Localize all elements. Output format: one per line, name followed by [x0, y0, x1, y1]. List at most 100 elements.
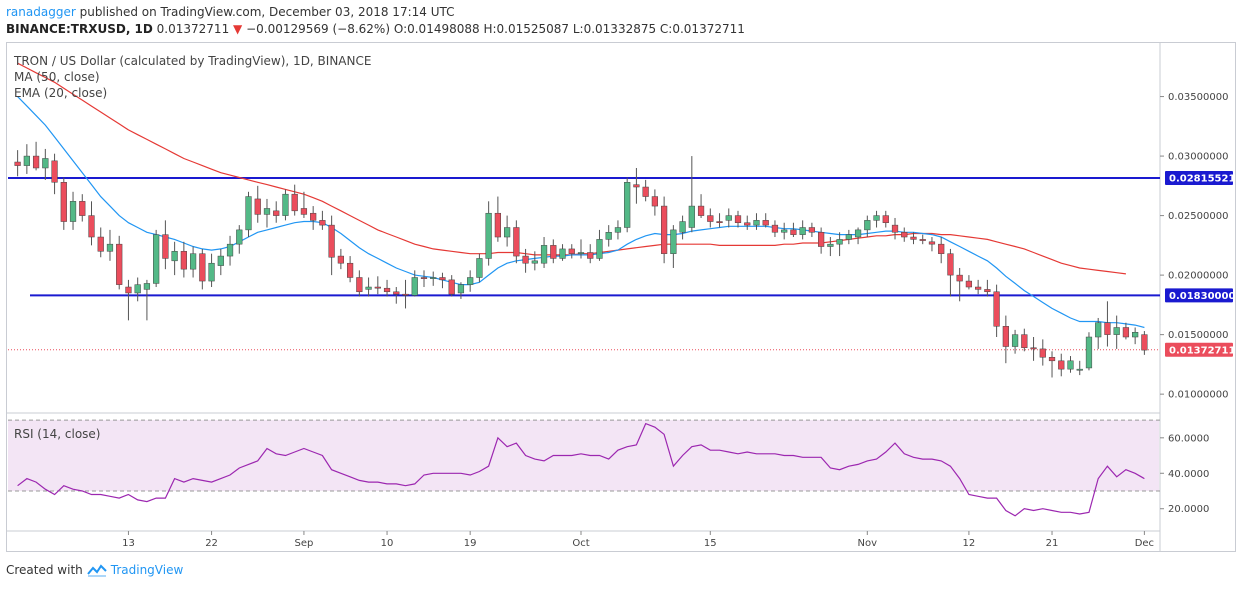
- time-tick-label: 12: [963, 538, 976, 549]
- candle-down: [965, 275, 973, 290]
- candle-body: [818, 232, 825, 247]
- candle-up: [411, 270, 418, 297]
- candle-body: [97, 236, 104, 252]
- candle-body: [1113, 327, 1120, 335]
- candle-down: [439, 272, 446, 289]
- symbol-label: BINANCE:TRXUSD, 1D: [6, 22, 153, 36]
- candle-body: [171, 251, 178, 262]
- candle-up: [531, 251, 538, 271]
- candle-body: [245, 196, 252, 231]
- candle-body: [651, 196, 658, 207]
- rsi-band: [8, 420, 1159, 491]
- candle-down: [32, 141, 40, 171]
- candle-body: [153, 234, 160, 284]
- candle-down: [199, 248, 206, 290]
- candle-down: [88, 201, 95, 246]
- candle-body: [310, 212, 317, 221]
- candle-down: [522, 248, 529, 273]
- candle-down: [993, 284, 1000, 338]
- candle-body: [430, 277, 437, 279]
- candle-up: [1067, 356, 1074, 373]
- legend-ema[interactable]: EMA (20, close): [14, 86, 108, 100]
- candle-down: [125, 279, 132, 321]
- candle-down: [319, 210, 326, 230]
- candle-body: [679, 221, 686, 233]
- candle-body: [522, 255, 529, 264]
- author-link[interactable]: ranadagger: [6, 5, 76, 19]
- price-tick-label: 0.03500000: [1168, 92, 1228, 103]
- candle-down: [771, 220, 779, 238]
- candle-down: [356, 270, 363, 297]
- candle-body: [125, 286, 132, 294]
- candle-body: [236, 229, 243, 245]
- candle-up: [827, 237, 834, 257]
- candle-up: [365, 277, 372, 297]
- level-price-tag: [1165, 171, 1233, 186]
- candle-up: [430, 271, 437, 286]
- price-tick-label: 0.03000000: [1168, 152, 1228, 163]
- candle-down: [661, 196, 668, 264]
- last-price: 0.01372711: [152, 22, 234, 36]
- candle-down: [51, 153, 58, 195]
- time-tick-label: 19: [464, 538, 477, 549]
- candle-body: [180, 251, 187, 270]
- candle-up: [596, 229, 603, 261]
- candle-down: [808, 222, 816, 238]
- down-arrow-icon: ▼: [233, 22, 243, 36]
- candle-down: [513, 220, 520, 264]
- candle-body: [661, 205, 668, 254]
- candle-body: [633, 184, 640, 188]
- candle-body: [32, 155, 40, 169]
- price-tick-label: 0.01000000: [1168, 390, 1228, 401]
- candle-down: [291, 184, 298, 216]
- candle-body: [864, 220, 871, 231]
- candle-down: [587, 244, 594, 264]
- candle-body: [319, 220, 326, 226]
- candle-down: [818, 227, 825, 254]
- candle-body: [771, 224, 779, 233]
- candle-body: [845, 234, 852, 240]
- candle-body: [753, 220, 760, 226]
- candle-down: [1030, 337, 1037, 361]
- candle-body: [402, 293, 409, 296]
- rsi-legend[interactable]: RSI (14, close): [14, 427, 101, 441]
- candle-body: [614, 227, 622, 233]
- candle-body: [346, 262, 354, 278]
- candle-body: [938, 243, 945, 254]
- candle-down: [448, 275, 455, 297]
- candle-down: [1141, 331, 1148, 355]
- candle-down: [1122, 322, 1130, 340]
- time-tick-label: 13: [122, 538, 135, 549]
- tradingview-link[interactable]: TradingView: [110, 563, 184, 577]
- candle-body: [513, 227, 520, 257]
- candle-up: [467, 270, 474, 292]
- candle-body: [143, 283, 151, 290]
- candle-body: [217, 255, 224, 266]
- candle-down: [919, 234, 926, 245]
- candle-down: [420, 270, 428, 288]
- publish-header: ranadagger published on TradingView.com,…: [6, 4, 745, 38]
- candle-body: [734, 215, 742, 223]
- candle-body: [393, 291, 400, 295]
- candle-body: [51, 160, 58, 183]
- candle-body: [383, 287, 391, 293]
- candle-body: [328, 224, 335, 258]
- price-tick-label: 0.02000000: [1168, 271, 1228, 282]
- candle-up: [504, 215, 511, 247]
- candle-body: [1141, 334, 1148, 351]
- candle-body: [624, 182, 631, 228]
- candle-down: [383, 279, 391, 297]
- candle-up: [781, 222, 788, 240]
- candle-up: [42, 148, 49, 180]
- candle-body: [956, 274, 963, 282]
- candle-up: [614, 220, 622, 240]
- candle-down: [1039, 339, 1046, 366]
- rsi-line: [17, 422, 1145, 517]
- candle-up: [854, 227, 862, 245]
- candle-up: [245, 191, 252, 238]
- time-tick-label: 22: [205, 538, 218, 549]
- legend-ma[interactable]: MA (50, close): [14, 70, 100, 84]
- candle-up: [457, 282, 465, 299]
- candle-up: [134, 277, 141, 302]
